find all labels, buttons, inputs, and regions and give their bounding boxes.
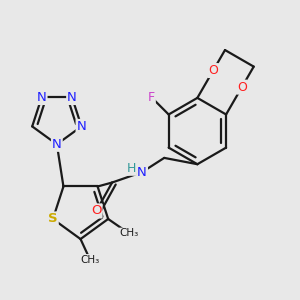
Text: H: H bbox=[126, 162, 136, 175]
Text: N: N bbox=[76, 120, 86, 133]
Text: CH₃: CH₃ bbox=[80, 255, 100, 265]
Text: N: N bbox=[67, 91, 77, 104]
Text: N: N bbox=[52, 138, 62, 151]
Text: CH₃: CH₃ bbox=[119, 228, 138, 238]
Text: O: O bbox=[208, 64, 218, 77]
Text: O: O bbox=[91, 204, 102, 218]
Text: F: F bbox=[148, 91, 155, 103]
Text: S: S bbox=[48, 212, 58, 226]
Text: N: N bbox=[137, 166, 147, 178]
Text: O: O bbox=[237, 81, 247, 94]
Text: N: N bbox=[37, 91, 46, 104]
